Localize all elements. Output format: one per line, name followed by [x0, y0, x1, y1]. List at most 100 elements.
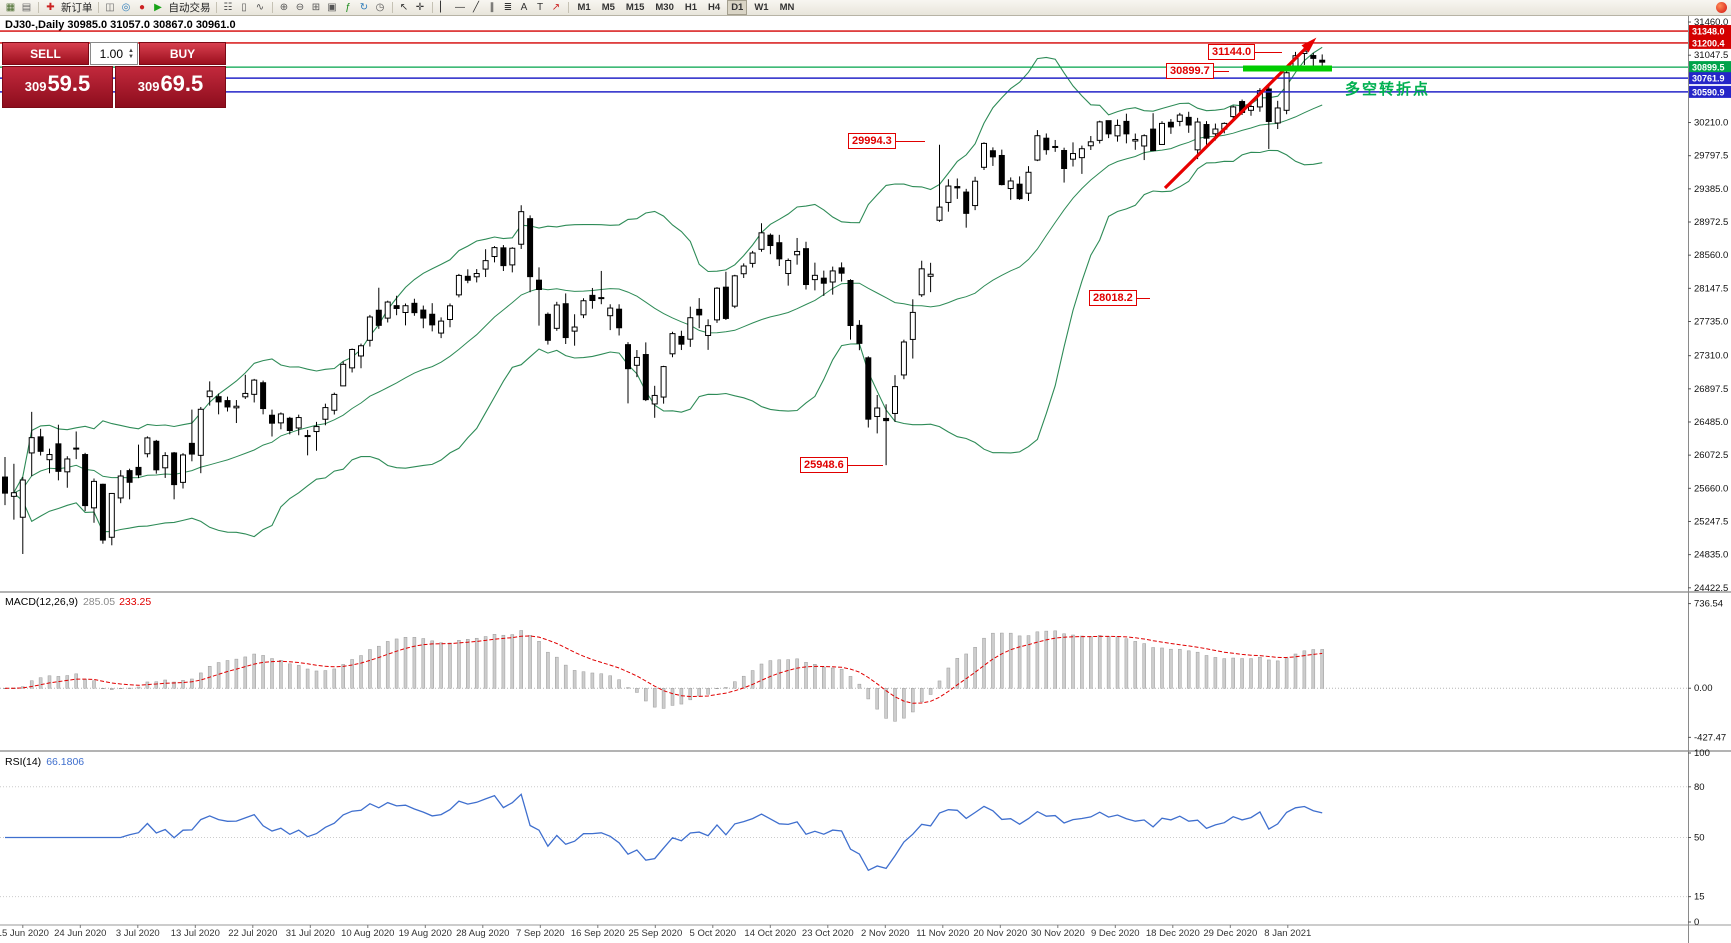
price-annotation-31144.0[interactable]: 31144.0	[1208, 44, 1283, 60]
svg-text:25247.5: 25247.5	[1694, 516, 1728, 527]
price-annotation-30899.7[interactable]: 30899.7	[1166, 63, 1229, 79]
annotation-leader-line	[846, 465, 883, 466]
svg-text:30210.0: 30210.0	[1694, 118, 1728, 129]
svg-text:27735.0: 27735.0	[1694, 316, 1728, 327]
bollinger-middle-band	[13, 104, 1323, 494]
toolbar-separator	[431, 2, 433, 13]
svg-text:31 Jul 2020: 31 Jul 2020	[286, 928, 335, 939]
svg-text:31047.5: 31047.5	[1694, 50, 1728, 61]
cursor-icon[interactable]: ↖	[399, 2, 409, 13]
timeframe-h4-button[interactable]: H4	[708, 2, 721, 13]
trendline-icon[interactable]: ╱	[472, 2, 480, 13]
main-chart[interactable]	[2, 46, 1326, 554]
svg-text:9 Dec 2020: 9 Dec 2020	[1091, 928, 1140, 939]
bollinger-upper-band	[13, 46, 1323, 493]
stepper-up-icon[interactable]: ▲	[128, 47, 134, 54]
macd-name: MACD(12,26,9)	[5, 596, 78, 608]
price-tag-31348.0: 31348.0	[1689, 25, 1731, 38]
horizontal-line-icon[interactable]: —	[455, 2, 465, 13]
candle-chart-icon[interactable]: ▯	[241, 2, 247, 13]
svg-text:30 Nov 2020: 30 Nov 2020	[1031, 928, 1085, 939]
price-tag-30899.5: 30899.5	[1689, 61, 1731, 74]
svg-text:24422.5: 24422.5	[1694, 583, 1728, 594]
svg-text:28972.5: 28972.5	[1694, 217, 1728, 228]
timeframe-w1-button[interactable]: W1	[754, 2, 769, 13]
news-alert-icon[interactable]	[1716, 2, 1727, 13]
timeframe-m30-button[interactable]: M30	[655, 2, 674, 13]
grid-icon[interactable]: ⊞	[311, 2, 321, 13]
price-annotation-28018.2[interactable]: 28018.2	[1089, 290, 1150, 306]
date-axis[interactable]: 15 Jun 2020 24 Jun 2020 3 Jul 2020 13 Jul 2…	[0, 925, 1311, 939]
tile-windows-icon[interactable]: ▣	[327, 2, 337, 13]
refresh-icon[interactable]: ↻	[359, 2, 369, 13]
svg-text:100: 100	[1694, 748, 1710, 759]
lot-size-stepper[interactable]: ▲ ▼	[125, 48, 137, 60]
clock-icon[interactable]: ◷	[375, 2, 385, 13]
record-icon[interactable]: ●	[138, 2, 146, 13]
label-icon[interactable]: T	[536, 2, 544, 13]
annotation-leader-line	[1254, 52, 1283, 53]
svg-text:27310.0: 27310.0	[1694, 351, 1728, 362]
stepper-down-icon[interactable]: ▼	[128, 53, 134, 60]
zoom-out-icon[interactable]: ⊖	[295, 2, 305, 13]
price-axis[interactable]: 31460.0 31047.5 30210.0 29797.5 29385.0 28972…	[1688, 17, 1728, 594]
lot-size-input[interactable]: 1.00	[99, 46, 123, 61]
svg-text:10 Aug 2020: 10 Aug 2020	[341, 928, 394, 939]
macd-panel[interactable]	[0, 630, 1688, 722]
sell-price-big: 59.5	[47, 71, 91, 96]
arrows-icon[interactable]: ↗	[551, 2, 561, 13]
timeframe-m5-button[interactable]: M5	[601, 2, 615, 13]
chart-windows-icon[interactable]: ◫	[105, 2, 115, 13]
svg-text:13 Jul 2020: 13 Jul 2020	[171, 928, 220, 939]
timeframe-mn-button[interactable]: MN	[779, 2, 795, 13]
accounts-icon[interactable]: ◎	[121, 2, 131, 13]
timeframe-m1-button[interactable]: M1	[577, 2, 591, 13]
text-icon[interactable]: A	[520, 2, 528, 13]
crosshair-icon[interactable]: ✛	[415, 2, 425, 13]
svg-text:20 Nov 2020: 20 Nov 2020	[973, 928, 1027, 939]
svg-text:0.00: 0.00	[1694, 683, 1713, 694]
rsi-value: 66.1806	[46, 756, 85, 768]
svg-text:3 Jul 2020: 3 Jul 2020	[116, 928, 160, 939]
rsi-axis[interactable]: 100 80 50 15 0	[1688, 748, 1710, 928]
bar-chart-icon[interactable]: ☷	[223, 2, 233, 13]
timeframe-h1-button[interactable]: H1	[684, 2, 698, 13]
chart-note-text[interactable]: 多空转折点	[1345, 81, 1431, 98]
macd-signal-line	[5, 635, 1323, 704]
svg-text:28560.0: 28560.0	[1694, 250, 1728, 261]
price-annotation-29994.3[interactable]: 29994.3	[848, 133, 925, 149]
price-annotation-25948.6[interactable]: 25948.6	[800, 457, 883, 473]
annotation-leader-line	[1135, 298, 1150, 299]
svg-text:25 Sep 2020: 25 Sep 2020	[628, 928, 682, 939]
one-click-trade-panel: SELL 1.00 ▲ ▼ BUY 309 59.5 309 69.5	[2, 42, 226, 108]
svg-text:0: 0	[1694, 917, 1699, 928]
autotrading-label[interactable]: 自动交易	[168, 2, 211, 14]
svg-text:5 Oct 2020: 5 Oct 2020	[690, 928, 736, 939]
trend-arrow[interactable]	[1163, 37, 1317, 190]
macd-axis[interactable]: 736.54 0.00 -427.47	[1688, 599, 1726, 744]
autotrading-icon[interactable]: ▶	[154, 2, 162, 13]
new-order-label[interactable]: 新订单	[61, 2, 93, 14]
sell-button[interactable]: SELL	[2, 42, 89, 65]
rsi-panel[interactable]	[0, 786, 1688, 898]
svg-text:16 Sep 2020: 16 Sep 2020	[571, 928, 625, 939]
svg-text:14 Oct 2020: 14 Oct 2020	[744, 928, 796, 939]
timeframe-d1-button[interactable]: D1	[727, 0, 748, 15]
svg-text:22 Jul 2020: 22 Jul 2020	[228, 928, 277, 939]
svg-text:29 Dec 2020: 29 Dec 2020	[1203, 928, 1257, 939]
indicators-icon[interactable]: ƒ	[345, 2, 351, 13]
chart-title: DJ30-,Daily 30985.0 31057.0 30867.0 3096…	[5, 19, 236, 31]
line-chart-icon[interactable]: ∿	[255, 2, 265, 13]
channel-icon[interactable]: ∥	[489, 2, 495, 13]
zoom-in-icon[interactable]: ⊕	[279, 2, 289, 13]
fibonacci-icon[interactable]: ≣	[503, 2, 513, 13]
vertical-line-icon[interactable]: ▏	[440, 2, 448, 13]
new-chart-icon[interactable]: ▦	[5, 2, 16, 13]
timeframe-m15-button[interactable]: M15	[625, 2, 645, 13]
buy-button[interactable]: BUY	[139, 42, 226, 65]
svg-text:26485.0: 26485.0	[1694, 417, 1728, 428]
macd-signal-value: 233.25	[119, 596, 152, 608]
profiles-icon[interactable]: ▤	[21, 2, 32, 13]
new-order-icon[interactable]: ✚	[46, 2, 55, 13]
